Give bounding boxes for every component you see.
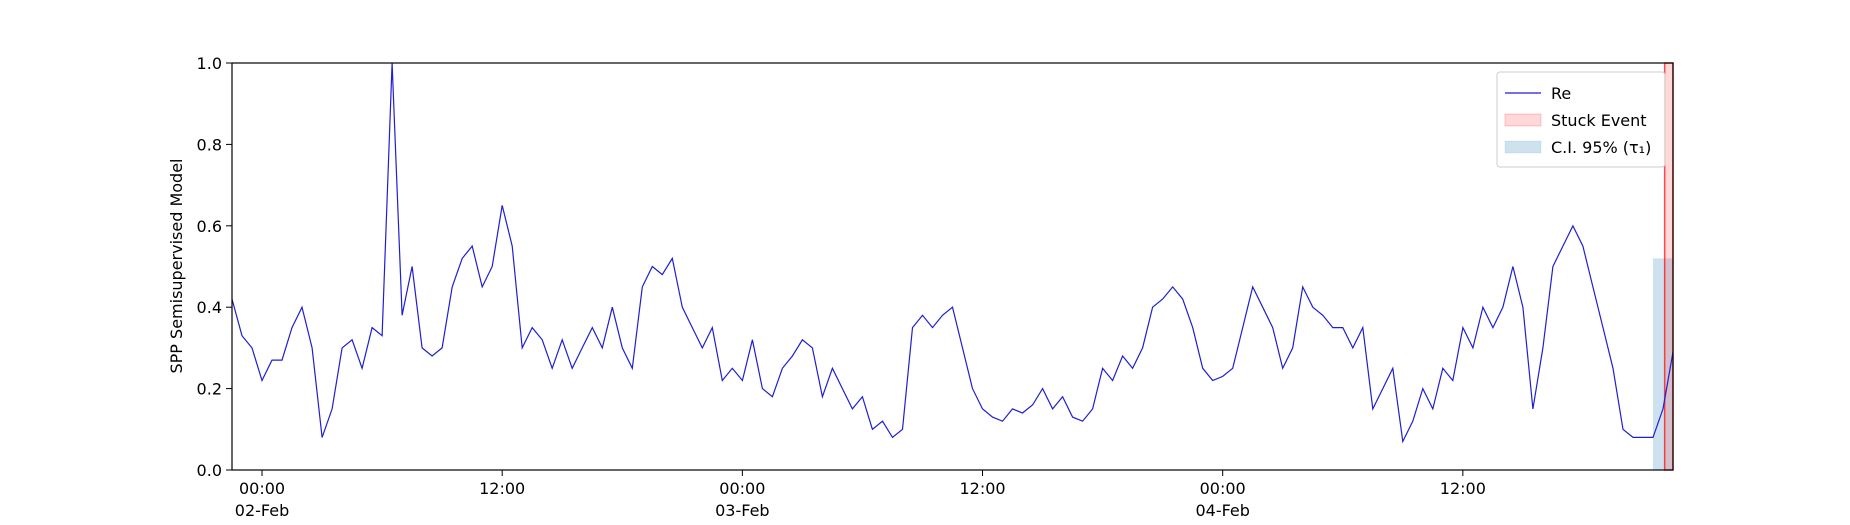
x-tick-label: 02-Feb <box>235 501 289 520</box>
y-tick-label: 0.8 <box>197 135 222 154</box>
legend-label: Re <box>1551 84 1571 103</box>
legend-swatch <box>1504 113 1542 127</box>
y-axis-label: SPP Semisupervised Model <box>167 159 186 374</box>
y-tick-label: 0.6 <box>197 217 222 236</box>
x-tick-label: 00:00 <box>239 479 285 498</box>
y-tick-label: 0.0 <box>197 461 222 480</box>
x-tick-label: 00:00 <box>719 479 765 498</box>
ci-band <box>1652 258 1673 470</box>
x-tick-label: 12:00 <box>1440 479 1486 498</box>
data-line <box>231 62 1674 444</box>
x-tick-label: 00:00 <box>1200 479 1246 498</box>
x-tick-label: 12:00 <box>479 479 525 498</box>
legend-swatch <box>1504 140 1542 154</box>
stuck-event-span <box>1663 62 1674 471</box>
x-tick-label: 04-Feb <box>1195 501 1249 520</box>
y-tick-label: 1.0 <box>197 54 222 73</box>
x-tick-label: 1900 <box>242 523 283 525</box>
plot-frame <box>231 62 1674 471</box>
x-tick-label: 12:00 <box>959 479 1005 498</box>
x-tick-label: 03-Feb <box>715 501 769 520</box>
legend-label: Stuck Event <box>1551 111 1647 130</box>
y-tick-label: 0.2 <box>197 380 222 399</box>
legend-label: C.I. 95% (τ₁) <box>1551 138 1651 157</box>
y-tick-label: 0.4 <box>197 298 222 317</box>
legend-box <box>1496 71 1666 168</box>
